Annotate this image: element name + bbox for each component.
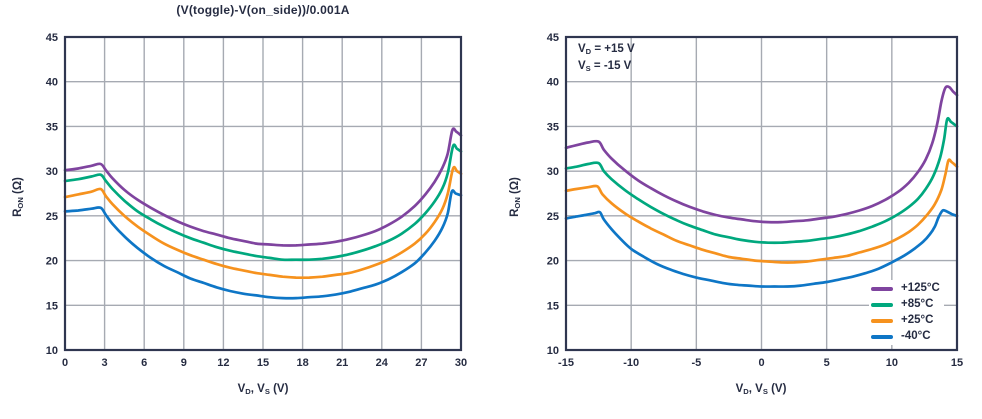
legend-label: +125°C bbox=[901, 282, 940, 294]
legend-item: +25°C bbox=[871, 314, 940, 327]
legend-swatch bbox=[871, 286, 893, 291]
y-tick-label: 35 bbox=[46, 121, 58, 133]
x-tick-label: 30 bbox=[455, 357, 467, 369]
annotation-line: VS = -15 V bbox=[578, 58, 635, 75]
series-line-+25°C bbox=[564, 158, 959, 264]
label-text: (V) bbox=[767, 383, 787, 395]
left-chart-panel: 0 3 6 9 12 15 18 21 24 27 30 10 15 20 25 30 35 40 45 (V(to… bbox=[12, 3, 467, 396]
right-plot: -15 -10 -5 0 5 10 15 10 15 20 25 30 35 40 45 bbox=[547, 32, 963, 369]
y-tick-label: 40 bbox=[46, 77, 58, 89]
label-text: R bbox=[12, 208, 24, 217]
label-subscript: ON bbox=[512, 197, 522, 209]
legend-item: +125°C bbox=[871, 282, 940, 295]
x-tick-label: 9 bbox=[181, 357, 187, 369]
label-text: (Ω) bbox=[12, 177, 24, 198]
label-text: (Ω) bbox=[509, 177, 521, 198]
x-tick-label: 6 bbox=[141, 357, 147, 369]
x-tick-label: 12 bbox=[217, 357, 229, 369]
x-axis-label: VD, VS (V) bbox=[735, 383, 787, 396]
y-tick-label: 10 bbox=[547, 345, 559, 357]
legend-item: +85°C bbox=[871, 298, 940, 311]
y-tick-label: 40 bbox=[547, 77, 559, 89]
label-text: , V bbox=[250, 383, 265, 395]
x-tick-label: 3 bbox=[102, 357, 108, 369]
x-tick-label: 21 bbox=[336, 357, 348, 369]
legend-swatch bbox=[871, 334, 893, 339]
y-tick-label: 15 bbox=[547, 300, 559, 312]
x-tick-label: 5 bbox=[824, 357, 830, 369]
label-subscript: S bbox=[585, 63, 591, 73]
annotation-line: VD = +15 V bbox=[578, 41, 635, 58]
legend-label: -40°C bbox=[901, 330, 931, 342]
y-axis-label: RON (Ω) bbox=[12, 177, 25, 217]
series-line-+85°C bbox=[63, 143, 463, 262]
label-text: R bbox=[509, 208, 521, 217]
y-tick-label: 35 bbox=[547, 121, 559, 133]
legend-swatch bbox=[871, 318, 893, 323]
x-tick-label: 24 bbox=[376, 357, 389, 369]
label-text: V bbox=[578, 60, 586, 72]
x-tick-label: 15 bbox=[951, 357, 963, 369]
y-tick-label: 45 bbox=[547, 32, 559, 44]
left-plot: 0 3 6 9 12 15 18 21 24 27 30 10 15 20 25 30 35 40 45 bbox=[46, 32, 467, 369]
x-tick-label: 0 bbox=[62, 357, 68, 369]
label-text: = +15 V bbox=[591, 43, 635, 55]
y-tick-label: 25 bbox=[46, 211, 58, 223]
y-tick-label: 30 bbox=[46, 166, 58, 178]
legend-item: -40°C bbox=[871, 330, 940, 343]
label-subscript: D bbox=[743, 386, 749, 396]
label-subscript: ON bbox=[15, 197, 25, 209]
y-tick-label: 45 bbox=[46, 32, 58, 44]
legend-label: +25°C bbox=[901, 314, 934, 326]
y-tick-label: 20 bbox=[547, 256, 559, 268]
label-text: , V bbox=[748, 383, 763, 395]
series-line-+25°C bbox=[63, 165, 463, 280]
label-text: V bbox=[735, 383, 744, 395]
chart-title: (V(toggle)-V(on_side))/0.001A bbox=[176, 3, 350, 17]
x-tick-label: 0 bbox=[758, 357, 764, 369]
label-text: = -15 V bbox=[590, 60, 632, 72]
label-subscript: S bbox=[762, 386, 768, 396]
legend-swatch bbox=[871, 302, 893, 307]
x-tick-label: 27 bbox=[415, 357, 427, 369]
x-tick-label: 10 bbox=[886, 357, 898, 369]
y-tick-label: 10 bbox=[46, 345, 58, 357]
plot-frame bbox=[63, 35, 463, 352]
x-tick-label: 18 bbox=[296, 357, 308, 369]
x-axis-label: VD, VS (V) bbox=[237, 383, 289, 396]
label-subscript: S bbox=[264, 386, 270, 396]
y-tick-label: 20 bbox=[46, 256, 58, 268]
plot-frame bbox=[564, 35, 959, 352]
test-conditions-annotation: VD = +15 V VS = -15 V bbox=[578, 41, 635, 75]
x-tick-label: 15 bbox=[257, 357, 269, 369]
series-line--40°C bbox=[564, 208, 959, 288]
y-tick-label: 15 bbox=[46, 300, 58, 312]
legend: +125°C +85°C +25°C -40°C bbox=[869, 280, 944, 345]
series-line-+125°C bbox=[63, 127, 463, 247]
label-text: (V) bbox=[269, 383, 289, 395]
y-tick-label: 30 bbox=[547, 166, 559, 178]
y-axis-label: RON (Ω) bbox=[509, 177, 522, 217]
series-line-+125°C bbox=[564, 85, 959, 224]
x-tick-label: -15 bbox=[558, 357, 574, 369]
x-tick-label: -5 bbox=[691, 357, 701, 369]
label-text: V bbox=[578, 43, 586, 55]
right-chart-panel: -15 -10 -5 0 5 10 15 10 15 20 25 30 35 40 45 VD = +15 … bbox=[491, 0, 982, 419]
series-line-+85°C bbox=[564, 116, 959, 245]
y-tick-label: 25 bbox=[547, 211, 559, 223]
label-subscript: D bbox=[245, 386, 251, 396]
label-subscript: D bbox=[585, 46, 592, 56]
series-line--40°C bbox=[63, 189, 463, 300]
label-text: V bbox=[237, 383, 246, 395]
x-tick-label: -10 bbox=[623, 357, 639, 369]
legend-label: +85°C bbox=[901, 298, 934, 310]
